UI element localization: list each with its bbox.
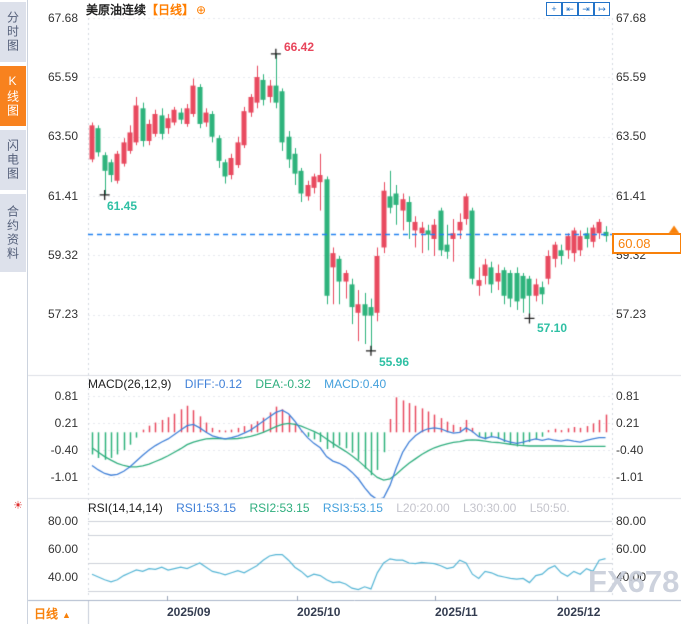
- rsi-tick-right: 80.00: [616, 514, 647, 528]
- macd-dea-value: DEA:-0.32: [255, 377, 311, 391]
- macd-tick-right: 0.21: [616, 416, 640, 430]
- plus-circle-icon[interactable]: ⊕: [196, 3, 207, 17]
- macd-header: MACD(26,12,9) DIFF:-0.12 DEA:-0.32 MACD:…: [88, 377, 386, 391]
- chart-header: 美原油连续【日线】 ⊕: [86, 1, 206, 18]
- price-tick-right: 67.68: [616, 11, 647, 25]
- annotation-low-nov: 57.10: [537, 321, 568, 335]
- macd-name: MACD(26,12,9): [88, 377, 172, 391]
- sidebar-tab-time-chart[interactable]: 分时图: [0, 2, 26, 62]
- compress-right-icon[interactable]: ⇥: [578, 2, 594, 16]
- sidebar-tab-kline-chart[interactable]: K线图: [0, 66, 26, 126]
- rsi-l20-value: L20:20.00: [396, 501, 450, 515]
- sidebar-tab-contract-info[interactable]: 合约资料: [0, 194, 26, 272]
- date-label: 2025/09: [167, 605, 211, 619]
- price-tick-left: 59.32: [47, 248, 78, 262]
- rsi-l30-value: L30:30.00: [462, 501, 517, 515]
- date-label: 2025/10: [297, 605, 341, 619]
- rsi-tick-left: 40.00: [47, 570, 78, 584]
- price-tick-right: 57.23: [616, 307, 647, 321]
- macd-tick-left: 0.21: [54, 416, 78, 430]
- rsi-tick-right: 40.00: [616, 570, 647, 584]
- period-selector-label: 日线: [34, 607, 59, 621]
- shift-right-icon[interactable]: ↦: [594, 2, 610, 16]
- date-label: 2025/11: [435, 605, 478, 619]
- price-tick-left: 65.59: [47, 70, 78, 84]
- macd-tick-right: 0.81: [616, 389, 640, 403]
- price-tick-right: 63.50: [616, 129, 647, 143]
- sun-icon[interactable]: ☀: [13, 500, 23, 512]
- price-tick-left: 67.68: [47, 11, 78, 25]
- rsi1-value: RSI1:53.15: [176, 501, 237, 515]
- macd-tick-left: -1.01: [50, 470, 78, 484]
- pan-tool-icon[interactable]: +: [546, 2, 562, 16]
- rsi-header: RSI(14,14,14) RSI1:53.15 RSI2:53.15 RSI3…: [88, 501, 570, 515]
- sidebar-tab-lightning-chart[interactable]: 闪电图: [0, 130, 26, 190]
- price-tick-right: 61.41: [616, 189, 647, 203]
- price-tick-left: 57.23: [47, 307, 78, 321]
- macd-tick-left: -0.40: [50, 443, 78, 457]
- period-selector[interactable]: 日线 ▲: [34, 605, 71, 622]
- rsi3-value: RSI3:53.15: [322, 501, 383, 515]
- price-tick-left: 63.50: [47, 129, 78, 143]
- symbol-title: 美原油连续: [86, 3, 147, 17]
- rsi-tick-left: 80.00: [47, 514, 78, 528]
- sidebar: 分时图 K线图 闪电图 合约资料: [0, 0, 28, 624]
- period-tag: 【日线】: [146, 3, 195, 17]
- macd-hist-value: MACD:0.40: [324, 377, 387, 391]
- macd-tick-left: 0.81: [54, 389, 78, 403]
- macd-diff-value: DIFF:-0.12: [184, 377, 243, 391]
- rsi2-value: RSI2:53.15: [249, 501, 310, 515]
- date-label: 2025/12: [557, 605, 601, 619]
- annotation-low-aug: 61.45: [107, 199, 138, 213]
- annotation-high: 66.42: [284, 40, 315, 54]
- price-tick-right: 65.59: [616, 70, 647, 84]
- rsi-tick-right: 60.00: [616, 542, 647, 556]
- macd-tick-right: -1.01: [616, 470, 644, 484]
- last-price-box: 60.08: [612, 233, 681, 254]
- rsi-l50-value: L50:50.: [529, 501, 570, 515]
- compress-left-icon[interactable]: ⇤: [562, 2, 578, 16]
- watermark: FX678: [588, 564, 680, 599]
- annotation-low-oct: 55.96: [379, 355, 410, 369]
- rsi-tick-left: 60.00: [47, 542, 78, 556]
- rsi-name: RSI(14,14,14): [88, 501, 163, 515]
- triangle-up-icon: ▲: [62, 610, 71, 620]
- macd-tick-right: -0.40: [616, 443, 644, 457]
- price-tick-left: 61.41: [47, 189, 78, 203]
